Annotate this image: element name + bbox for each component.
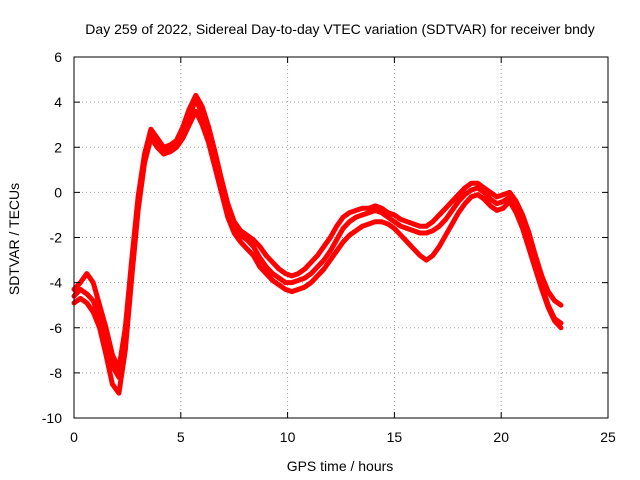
- x-tick-label: 5: [177, 429, 185, 445]
- x-tick-label: 15: [387, 429, 403, 445]
- x-tick-label: 0: [70, 429, 78, 445]
- x-axis-label: GPS time / hours: [287, 458, 394, 474]
- y-tick-label: -2: [50, 230, 63, 246]
- x-tick-label: 20: [493, 429, 509, 445]
- grid-layer: [74, 57, 608, 418]
- chart-title: Day 259 of 2022, Sidereal Day-to-day VTE…: [85, 21, 594, 37]
- y-tick-label: -6: [50, 320, 63, 336]
- tick-layer: 0 5 10 15 20 25 -10 -8 -6 -4 -2 0 2 4 6: [42, 49, 616, 445]
- x-tick-label: 25: [600, 429, 616, 445]
- y-tick-label: 0: [54, 184, 62, 200]
- y-tick-label: 2: [54, 139, 62, 155]
- series-layer: [71, 92, 564, 396]
- series-line-3: [71, 92, 564, 371]
- y-tick-label: 6: [54, 49, 62, 65]
- x-tick-label: 10: [280, 429, 296, 445]
- y-tick-label: -10: [42, 410, 62, 426]
- series-line-1: [71, 97, 564, 380]
- series-line-2: [71, 108, 564, 396]
- y-tick-label: -4: [50, 275, 63, 291]
- y-tick-label: 4: [54, 94, 62, 110]
- y-axis-label: SDTVAR / TECUs: [6, 183, 22, 295]
- y-tick-label: -8: [50, 365, 63, 381]
